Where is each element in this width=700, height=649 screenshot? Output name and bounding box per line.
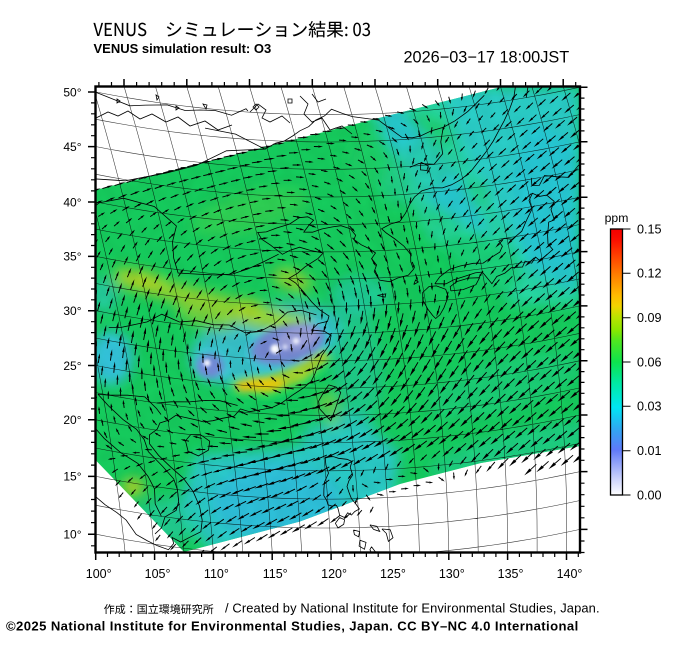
svg-text:0.12: 0.12	[637, 267, 662, 281]
svg-text:20°: 20°	[63, 413, 81, 427]
svg-text:VENUS simulation result: O3: VENUS simulation result: O3	[94, 41, 272, 56]
svg-text:35°: 35°	[63, 250, 81, 264]
svg-text:120°: 120°	[321, 567, 347, 581]
svg-text:0.06: 0.06	[637, 355, 662, 369]
svg-text:50°: 50°	[63, 85, 81, 99]
svg-text:40°: 40°	[63, 195, 81, 209]
svg-text:115°: 115°	[263, 567, 288, 581]
svg-text:ppm: ppm	[605, 211, 629, 225]
svg-text:/ Created by National Institut: / Created by National Institute for Envi…	[225, 601, 600, 616]
svg-text:135°: 135°	[498, 567, 524, 581]
svg-text:©2025 National Institute for E: ©2025 National Institute for Environment…	[6, 619, 579, 634]
svg-text:110°: 110°	[204, 567, 229, 581]
svg-text:30°: 30°	[63, 304, 81, 318]
svg-text:25°: 25°	[63, 359, 81, 373]
svg-text:105°: 105°	[145, 567, 171, 581]
svg-text:140°: 140°	[557, 567, 583, 581]
svg-text:125°: 125°	[380, 567, 406, 581]
svg-text:0.15: 0.15	[637, 222, 662, 236]
svg-text:2026−03−17 18:00JST: 2026−03−17 18:00JST	[404, 49, 570, 67]
svg-text:0.01: 0.01	[637, 444, 662, 458]
svg-text:130°: 130°	[439, 567, 465, 581]
svg-text:45°: 45°	[63, 140, 81, 154]
svg-text:15°: 15°	[63, 470, 81, 484]
svg-text:0.03: 0.03	[637, 400, 662, 414]
svg-text:0.09: 0.09	[637, 311, 662, 325]
svg-text:100°: 100°	[86, 567, 112, 581]
svg-text:10°: 10°	[63, 528, 81, 542]
svg-text:0.00: 0.00	[637, 488, 662, 502]
